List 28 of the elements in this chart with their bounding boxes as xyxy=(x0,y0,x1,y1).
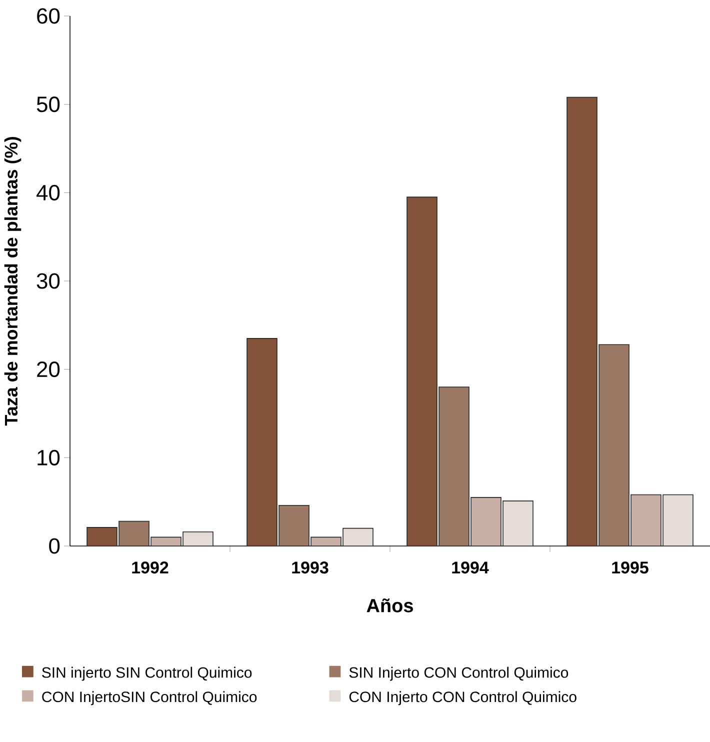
legend-label: CON Injerto CON Control Quimico xyxy=(349,691,576,706)
x-tick-label: 1992 xyxy=(132,562,168,574)
bar xyxy=(86,527,118,546)
y-tick-label: 20 xyxy=(37,362,60,378)
x-tick-label: 1995 xyxy=(612,562,648,574)
y-tick-label: 10 xyxy=(38,450,60,466)
bar xyxy=(278,504,310,546)
legend-label: CON InjertoSIN Control Quimico xyxy=(42,691,257,706)
legend-label: SIN Injerto CON Control Quimico xyxy=(349,666,568,681)
bar xyxy=(438,386,470,546)
bar xyxy=(502,500,534,546)
y-axis-title: Taza de mortandad de plantas (%) xyxy=(4,137,22,426)
y-tick-label: 30 xyxy=(36,273,60,289)
bar xyxy=(246,338,278,546)
bar xyxy=(662,494,694,546)
x-tick-label: 1993 xyxy=(292,562,328,574)
y-tick-label: 0 xyxy=(49,538,60,554)
y-tick-label: 50 xyxy=(36,96,60,112)
bar xyxy=(118,520,150,546)
x-axis-title: Años xyxy=(366,598,413,612)
bar xyxy=(566,96,598,546)
legend-label: SIN injerto SIN Control Quimico xyxy=(42,666,252,681)
y-tick-label: 60 xyxy=(37,8,60,24)
bar xyxy=(342,528,374,546)
bar xyxy=(406,196,438,546)
y-tick-label: 40 xyxy=(36,184,60,200)
bar xyxy=(598,344,630,546)
x-tick-label: 1994 xyxy=(452,562,489,574)
